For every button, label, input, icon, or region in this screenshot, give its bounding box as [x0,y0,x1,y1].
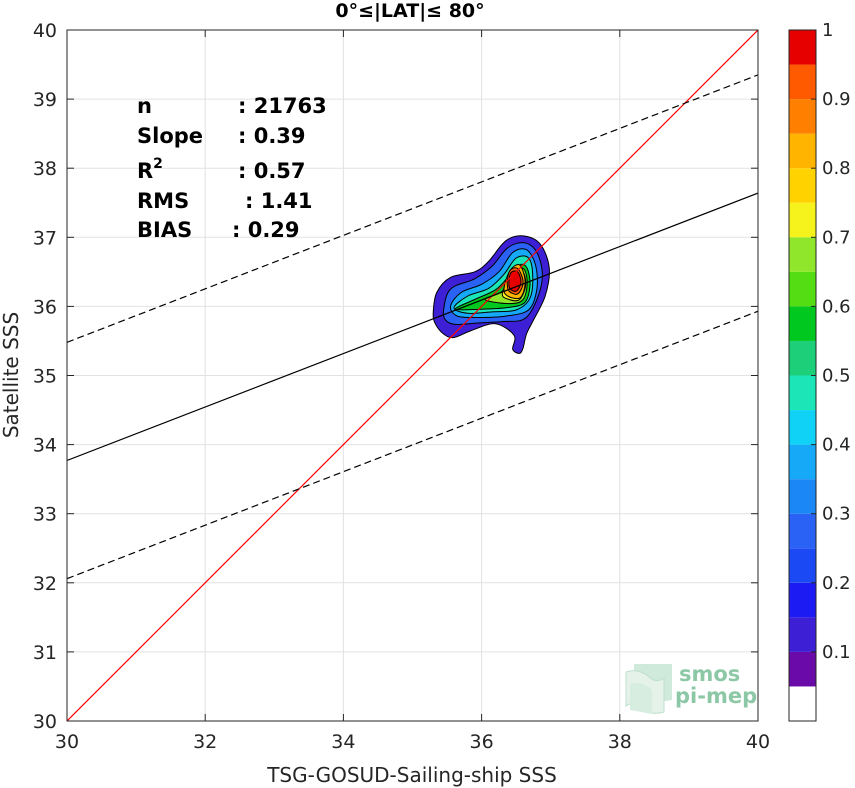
stat-label: BIAS [137,218,192,242]
colorbar-segment [789,340,816,376]
colorbar-segment [789,375,816,411]
colorbar-segment [789,133,816,169]
x-tick-label: 36 [470,731,494,753]
stat-value: : 0.29 [232,218,300,242]
colorbar-segment [789,548,816,583]
colorbar-segment [789,237,816,272]
fit-line [67,192,758,462]
y-tick-label: 38 [33,158,57,180]
colorbar-segment [789,686,816,721]
colorbar-segment [789,651,816,687]
logo-text-pimep: pi-mep [675,684,757,708]
y-tick-label: 33 [33,504,57,526]
stat-value: : 21763 [238,94,327,118]
y-tick-label: 30 [33,711,57,733]
x-tick-label: 34 [331,731,355,753]
colorbar-segment [789,64,816,100]
x-tick-label: 38 [608,731,632,753]
colorbar-tick-label: 0.6 [822,296,851,317]
colorbar-segment [789,444,816,480]
fit-lower-line [67,310,758,580]
colorbar-tick-label: 1 [822,20,833,41]
colorbar-tick-label: 0.9 [822,89,851,110]
stat-value: : 0.39 [238,124,306,148]
colorbar-segment [789,168,816,203]
y-tick-label: 39 [33,89,57,111]
y-axis-label: Satellite SSS [0,312,23,438]
colorbar-segment [789,582,816,618]
regression-lines [67,30,758,721]
identity-line [67,30,758,721]
logo-text-smos: smos [679,662,740,686]
colorbar-tick-label: 0.3 [822,504,851,525]
colorbar-segment [789,306,816,341]
colorbar-segment [789,479,816,514]
colorbar-tick-label: 0.1 [822,642,851,663]
stat-label-superscript: 2 [153,156,163,172]
colorbar-tick-label: 0.4 [822,435,851,456]
density-contours [432,235,550,354]
stat-label: Slope [137,124,203,148]
colorbar-segment [789,99,816,134]
fit-upper-line [67,74,758,343]
smos-pimep-logo: smos pi-mep [625,662,757,714]
y-axis-ticks: 30 31 32 33 34 35 36 37 38 39 40 [33,20,758,733]
x-tick-label: 32 [193,731,217,753]
colorbar-segment [789,30,816,65]
y-tick-label: 40 [33,20,57,42]
colorbar: 0.1 0.2 0.3 0.4 0.5 0.6 0.7 0.8 0.9 1 [788,20,851,722]
logo-mark-icon [625,664,672,714]
colorbar-segment [789,202,816,238]
x-axis-label: TSG-GOSUD-Sailing-ship SSS [266,763,557,787]
colorbar-tick-label: 0.7 [822,227,851,248]
stat-label: n [137,94,152,118]
stat-value: : 0.57 [238,159,306,183]
colorbar-segment [789,410,816,445]
colorbar-tick-label: 0.5 [822,366,851,387]
chart-title: 0°≤|LAT|≤ 80° [335,0,484,22]
y-tick-label: 32 [33,573,57,595]
x-tick-label: 40 [746,731,770,753]
colorbar-tick-label: 0.8 [822,158,851,179]
stat-value: : 1.41 [245,189,313,213]
colorbar-segment [789,617,816,652]
y-tick-label: 34 [33,435,57,457]
colorbar-segment [789,271,816,307]
x-axis-ticks: 30 32 34 36 38 40 [55,30,770,753]
x-tick-label: 30 [55,731,79,753]
y-tick-label: 37 [33,227,57,249]
colorbar-tick-label: 0.2 [822,573,851,594]
y-tick-label: 36 [33,296,57,318]
stat-label: RMS [137,189,189,213]
y-tick-label: 31 [33,642,57,664]
y-tick-label: 35 [33,366,57,388]
colorbar-segment [789,513,816,549]
